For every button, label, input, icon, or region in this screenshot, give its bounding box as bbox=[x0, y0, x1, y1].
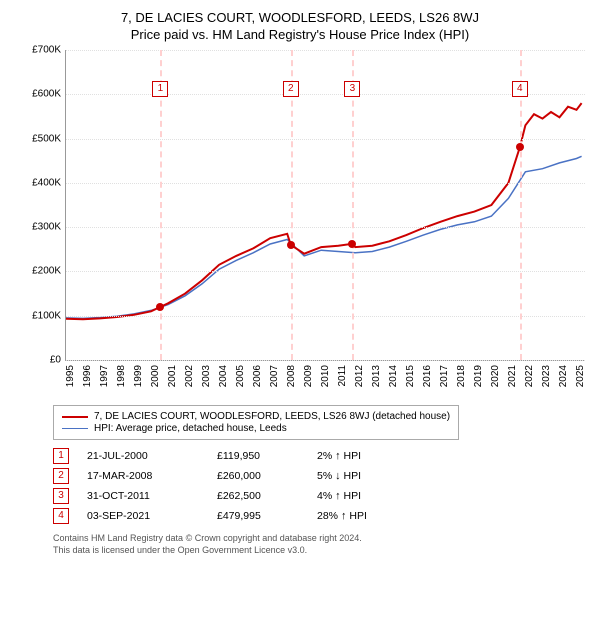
sale-date: 17-MAR-2008 bbox=[87, 470, 217, 482]
x-tick-label: 2012 bbox=[354, 365, 365, 387]
x-tick-label: 2018 bbox=[456, 365, 467, 387]
sale-point bbox=[516, 143, 524, 151]
y-tick-label: £500K bbox=[32, 133, 61, 144]
x-tick-label: 2001 bbox=[167, 365, 178, 387]
x-tick-label: 2019 bbox=[473, 365, 484, 387]
x-tick-label: 2024 bbox=[558, 365, 569, 387]
sale-price: £260,000 bbox=[217, 470, 317, 482]
series-svg bbox=[66, 50, 585, 360]
x-tick-label: 2006 bbox=[252, 365, 263, 387]
x-tick-label: 2022 bbox=[524, 365, 535, 387]
arrow-icon: ↑ bbox=[341, 510, 347, 522]
y-tick-label: £300K bbox=[32, 222, 61, 233]
x-tick-label: 2023 bbox=[541, 365, 552, 387]
x-tick-label: 2002 bbox=[184, 365, 195, 387]
series-hpi bbox=[66, 156, 582, 318]
sale-row: 2 17-MAR-2008£260,0005% ↓ HPI bbox=[53, 466, 585, 486]
arrow-icon: ↑ bbox=[335, 450, 341, 462]
sale-index: 4 bbox=[53, 508, 69, 524]
x-tick-label: 2008 bbox=[286, 365, 297, 387]
arrow-icon: ↑ bbox=[335, 490, 341, 502]
sales-table: 1 21-JUL-2000£119,9502% ↑ HPI 2 17-MAR-2008… bbox=[53, 446, 585, 526]
arrow-icon: ↓ bbox=[335, 470, 341, 482]
x-tick-label: 2017 bbox=[439, 365, 450, 387]
x-tick-label: 1999 bbox=[133, 365, 144, 387]
x-tick-label: 2007 bbox=[269, 365, 280, 387]
legend-label: HPI: Average price, detached house, Leed… bbox=[94, 423, 287, 434]
x-tick-label: 2020 bbox=[490, 365, 501, 387]
footer-line-2: This data is licensed under the Open Gov… bbox=[53, 544, 585, 556]
event-marker: 4 bbox=[512, 81, 528, 97]
y-tick-label: £700K bbox=[32, 45, 61, 56]
x-tick-label: 2000 bbox=[150, 365, 161, 387]
x-tick-label: 2005 bbox=[235, 365, 246, 387]
series-property bbox=[66, 103, 582, 319]
sale-point bbox=[348, 240, 356, 248]
x-tick-label: 2016 bbox=[422, 365, 433, 387]
sale-date: 31-OCT-2011 bbox=[87, 490, 217, 502]
chart-title: 7, DE LACIES COURT, WOODLESFORD, LEEDS, … bbox=[15, 10, 585, 25]
x-tick-label: 2004 bbox=[218, 365, 229, 387]
y-tick-label: £400K bbox=[32, 177, 61, 188]
x-tick-label: 1995 bbox=[65, 365, 76, 387]
sale-delta: 2% ↑ HPI bbox=[317, 450, 437, 462]
x-tick-label: 1998 bbox=[116, 365, 127, 387]
y-axis-labels: £0£100K£200K£300K£400K£500K£600K£700K bbox=[15, 50, 63, 360]
sale-index: 3 bbox=[53, 488, 69, 504]
x-tick-label: 2010 bbox=[320, 365, 331, 387]
x-tick-label: 2025 bbox=[575, 365, 586, 387]
legend: 7, DE LACIES COURT, WOODLESFORD, LEEDS, … bbox=[53, 405, 459, 440]
chart-container: { "title": "7, DE LACIES COURT, WOODLESF… bbox=[0, 0, 600, 620]
sale-date: 03-SEP-2021 bbox=[87, 510, 217, 522]
sale-delta: 4% ↑ HPI bbox=[317, 490, 437, 502]
footer-attribution: Contains HM Land Registry data © Crown c… bbox=[53, 532, 585, 556]
sale-index: 2 bbox=[53, 468, 69, 484]
sale-point bbox=[156, 303, 164, 311]
chart-area: £0£100K£200K£300K£400K£500K£600K£700K 12… bbox=[15, 50, 585, 400]
y-tick-label: £600K bbox=[32, 89, 61, 100]
sale-row: 4 03-SEP-2021£479,99528% ↑ HPI bbox=[53, 506, 585, 526]
y-tick-label: £0 bbox=[50, 355, 61, 366]
y-tick-label: £100K bbox=[32, 310, 61, 321]
x-axis-labels: 1995 1996 1997 1998 1999 2000 2001 2002 2003 2004… bbox=[65, 362, 585, 397]
x-tick-label: 2011 bbox=[337, 365, 348, 387]
event-marker: 1 bbox=[152, 81, 168, 97]
x-tick-label: 2014 bbox=[388, 365, 399, 387]
y-tick-label: £200K bbox=[32, 266, 61, 277]
sale-row: 3 31-OCT-2011£262,5004% ↑ HPI bbox=[53, 486, 585, 506]
footer-line-1: Contains HM Land Registry data © Crown c… bbox=[53, 532, 585, 544]
x-tick-label: 2021 bbox=[507, 365, 518, 387]
event-marker: 2 bbox=[283, 81, 299, 97]
legend-label: 7, DE LACIES COURT, WOODLESFORD, LEEDS, … bbox=[94, 411, 450, 422]
x-tick-label: 1996 bbox=[82, 365, 93, 387]
sale-price: £479,995 bbox=[217, 510, 317, 522]
sale-point bbox=[287, 241, 295, 249]
x-tick-label: 2009 bbox=[303, 365, 314, 387]
plot-area: 1 2 3 4 bbox=[65, 50, 585, 361]
sale-price: £262,500 bbox=[217, 490, 317, 502]
event-marker: 3 bbox=[344, 81, 360, 97]
legend-item: HPI: Average price, detached house, Leed… bbox=[62, 423, 450, 434]
legend-swatch bbox=[62, 416, 88, 418]
legend-swatch bbox=[62, 428, 88, 429]
sale-delta: 28% ↑ HPI bbox=[317, 510, 437, 522]
sale-row: 1 21-JUL-2000£119,9502% ↑ HPI bbox=[53, 446, 585, 466]
legend-item: 7, DE LACIES COURT, WOODLESFORD, LEEDS, … bbox=[62, 411, 450, 422]
x-tick-label: 2013 bbox=[371, 365, 382, 387]
x-tick-label: 2015 bbox=[405, 365, 416, 387]
chart-subtitle: Price paid vs. HM Land Registry's House … bbox=[15, 27, 585, 42]
sale-index: 1 bbox=[53, 448, 69, 464]
x-tick-label: 1997 bbox=[99, 365, 110, 387]
sale-delta: 5% ↓ HPI bbox=[317, 470, 437, 482]
sale-price: £119,950 bbox=[217, 450, 317, 462]
x-tick-label: 2003 bbox=[201, 365, 212, 387]
sale-date: 21-JUL-2000 bbox=[87, 450, 217, 462]
